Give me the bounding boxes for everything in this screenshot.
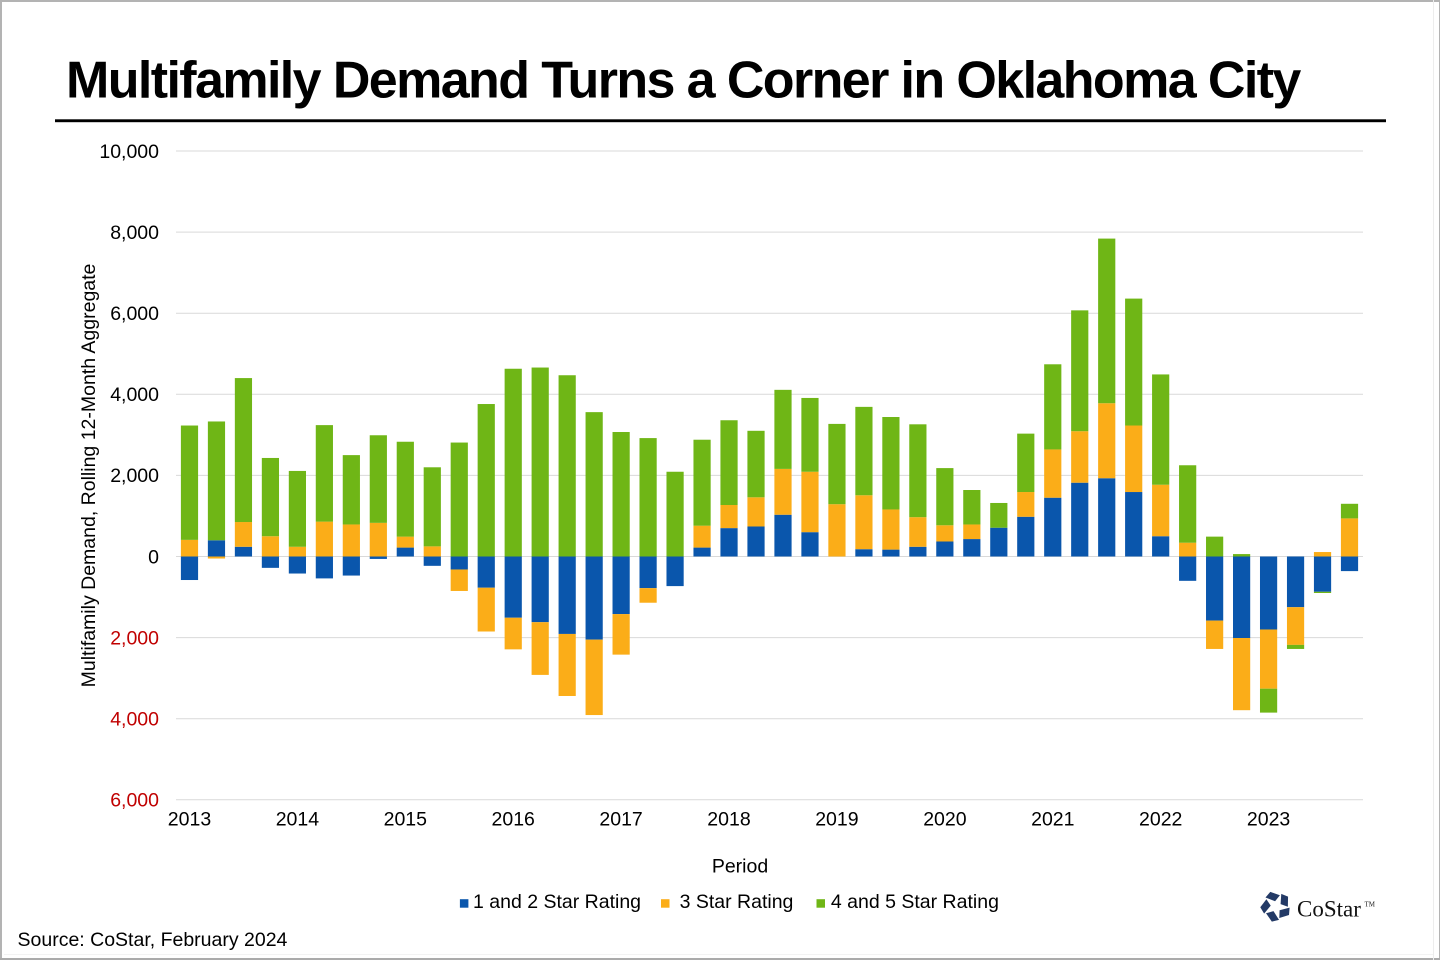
svg-text:1 and 2 Star Rating: 1 and 2 Star Rating: [473, 891, 641, 913]
svg-text:6,000: 6,000: [110, 790, 159, 812]
svg-text:2020: 2020: [923, 809, 967, 831]
svg-text:3 Star Rating: 3 Star Rating: [680, 891, 794, 913]
svg-text:2021: 2021: [1031, 809, 1074, 831]
svg-text:2018: 2018: [707, 809, 750, 831]
svg-text:4,000: 4,000: [110, 384, 159, 406]
svg-text:2,000: 2,000: [110, 465, 159, 487]
svg-text:4 and 5 Star Rating: 4 and 5 Star Rating: [831, 891, 999, 913]
svg-text:2,000: 2,000: [110, 627, 159, 649]
svg-text:2016: 2016: [492, 809, 535, 831]
svg-text:Multifamily Demand Turns a Cor: Multifamily Demand Turns a Corner in Okl…: [66, 52, 1301, 110]
svg-text:4,000: 4,000: [110, 709, 159, 731]
svg-text:10,000: 10,000: [99, 141, 159, 163]
svg-text:2013: 2013: [168, 809, 211, 831]
svg-text:0: 0: [148, 546, 159, 568]
svg-text:2019: 2019: [815, 809, 858, 831]
svg-text:2023: 2023: [1247, 809, 1290, 831]
svg-text:Multifamily Demand, Rolling 12: Multifamily Demand, Rolling 12-Month Agg…: [78, 264, 100, 688]
svg-text:Source: CoStar, February 2024: Source: CoStar, February 2024: [18, 929, 288, 951]
svg-text:2014: 2014: [276, 809, 320, 831]
svg-text:Period: Period: [712, 856, 768, 878]
svg-text:2017: 2017: [599, 809, 642, 831]
svg-text:6,000: 6,000: [110, 303, 159, 325]
svg-text:2015: 2015: [384, 809, 428, 831]
svg-text:2022: 2022: [1139, 809, 1182, 831]
svg-text:CoStar: CoStar: [1297, 897, 1361, 922]
svg-text:8,000: 8,000: [110, 222, 159, 244]
svg-text:TM: TM: [1365, 901, 1376, 909]
